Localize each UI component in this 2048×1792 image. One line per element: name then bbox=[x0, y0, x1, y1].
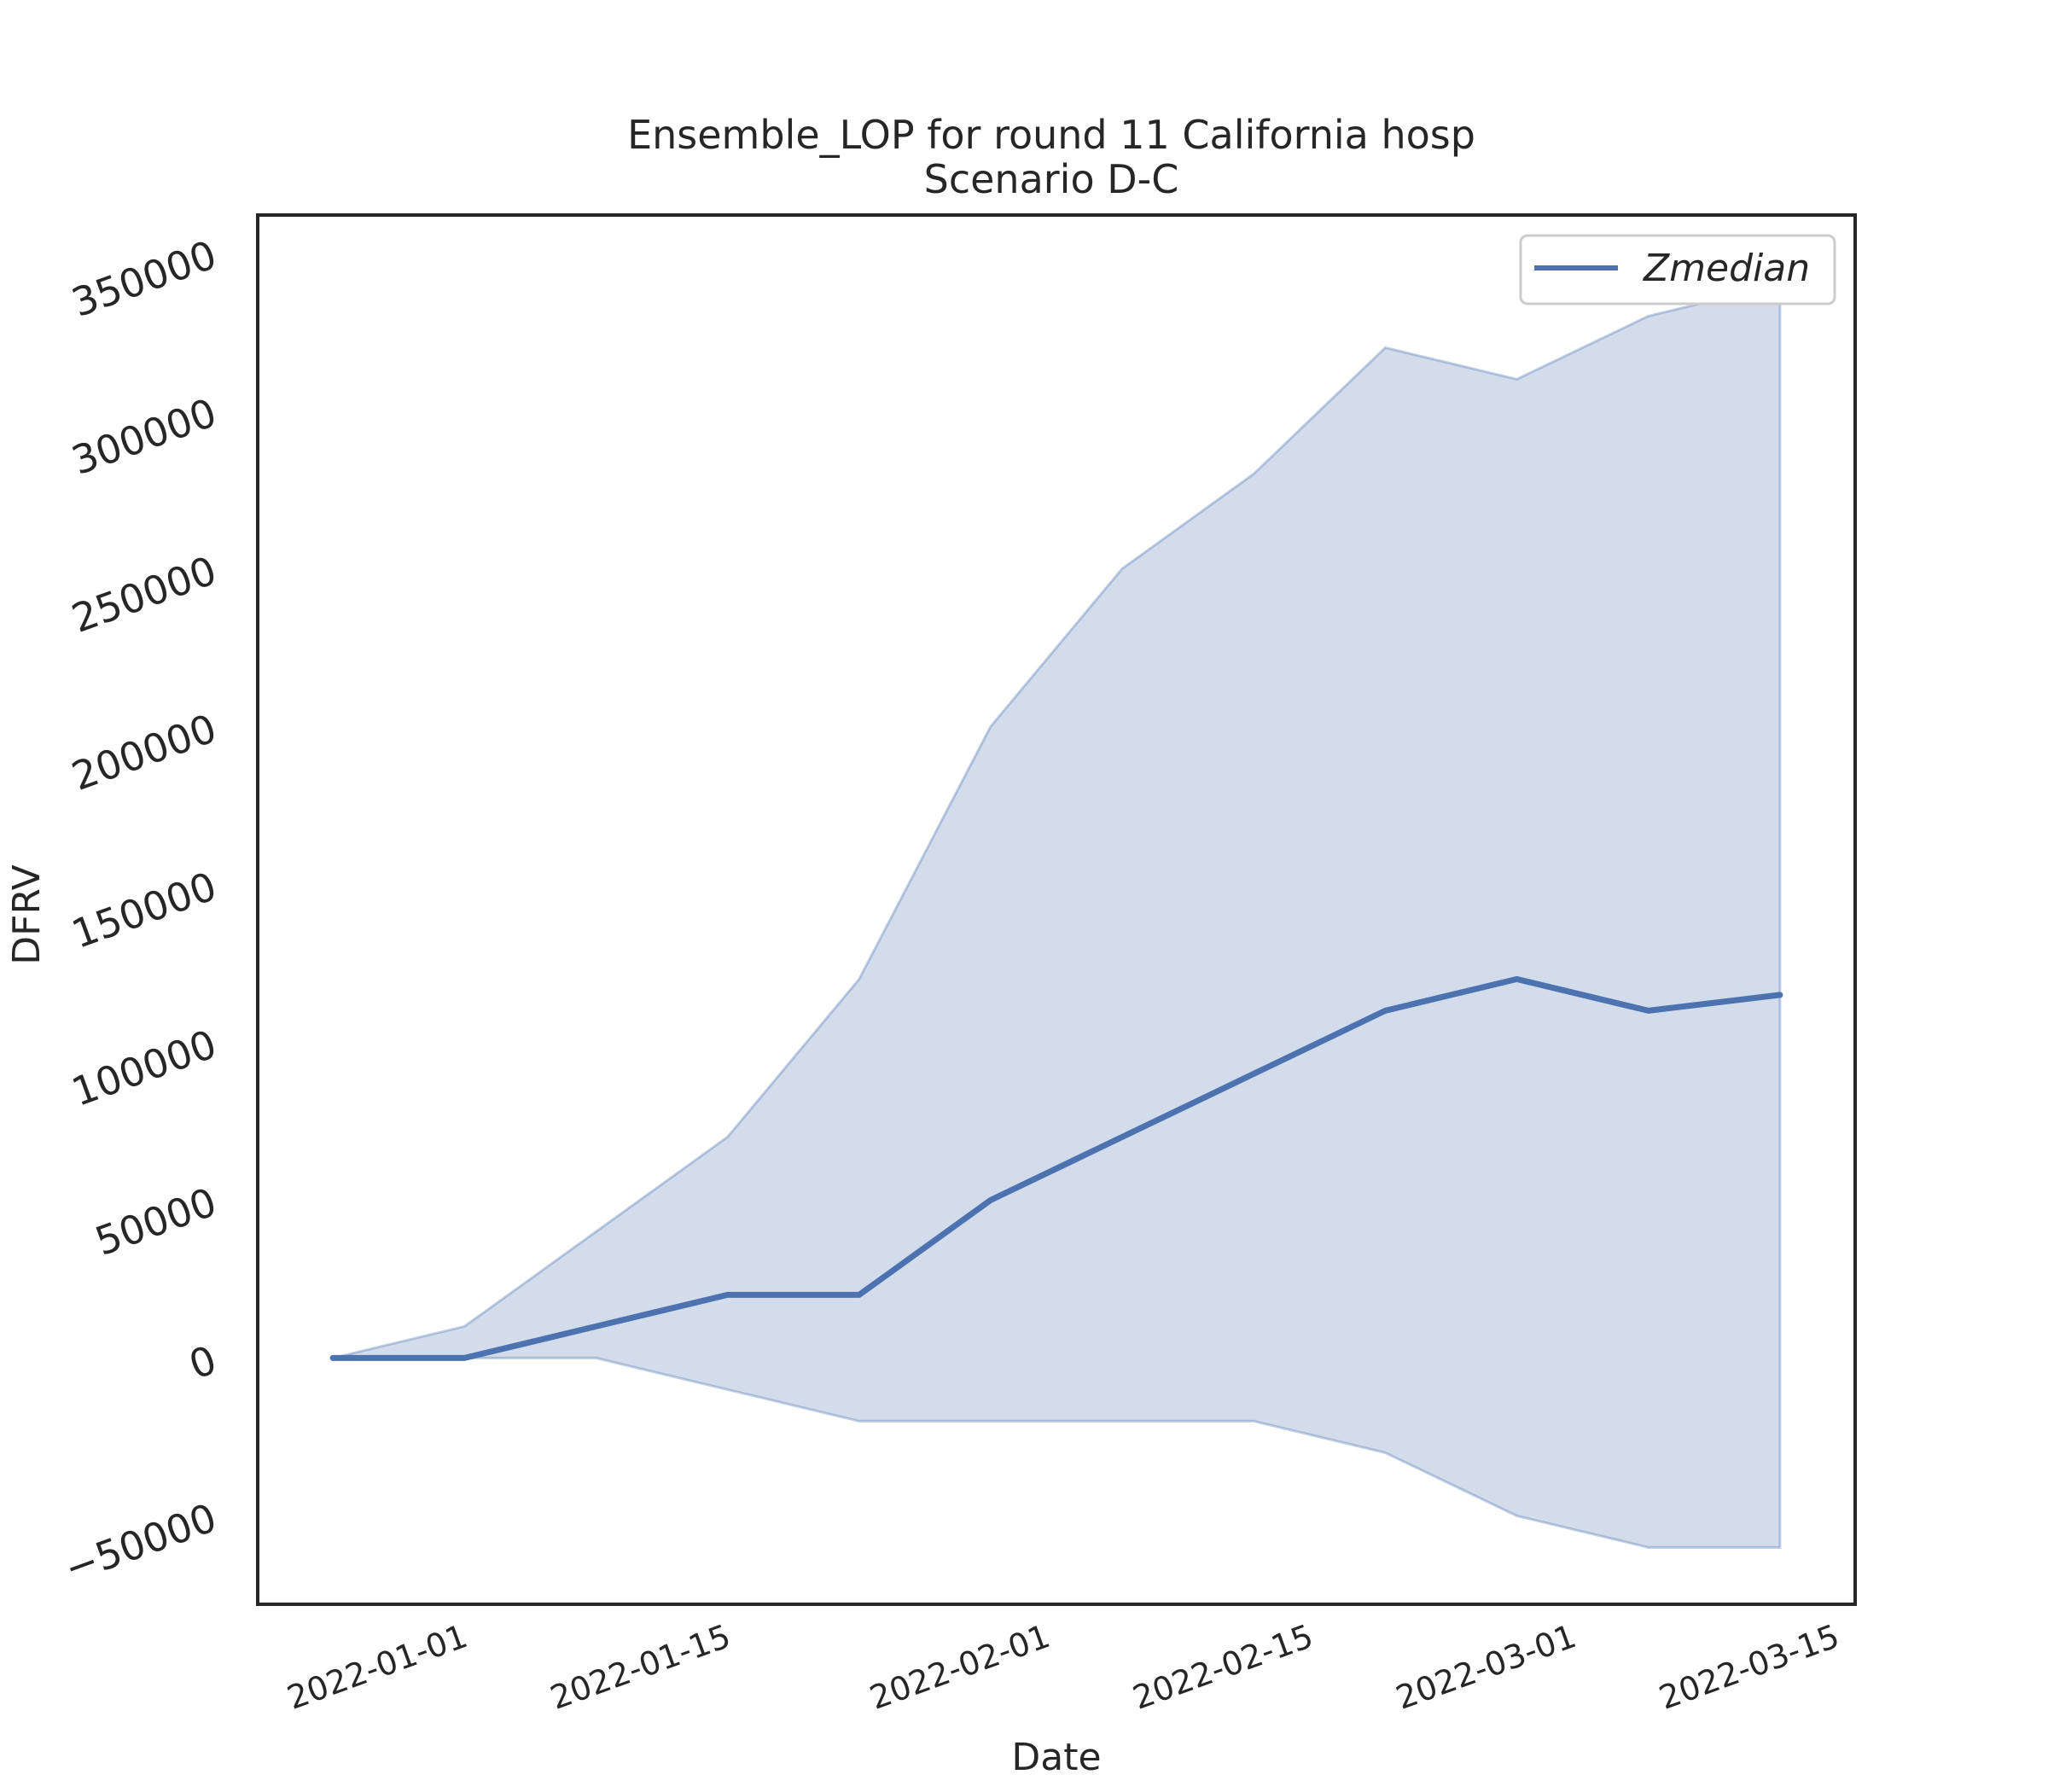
y-tick-label: 100000 bbox=[66, 1021, 222, 1115]
y-tick-label: 50000 bbox=[90, 1178, 223, 1265]
plot-area bbox=[329, 282, 1783, 1549]
series-line-zmedian bbox=[329, 975, 1783, 1361]
y-tick-label: 350000 bbox=[66, 231, 222, 326]
y-tick-label: 200000 bbox=[66, 705, 222, 800]
y-tick-label: −50000 bbox=[58, 1494, 222, 1591]
x-axis-label: Date bbox=[1011, 1736, 1101, 1779]
x-tick-label: 2022-03-01 bbox=[1391, 1617, 1581, 1717]
x-tick-label: 2022-02-15 bbox=[1128, 1617, 1318, 1717]
x-axis-ticks: 2022-01-01 2022-01-15 2022-02-01 2022-02-15… bbox=[282, 1617, 1844, 1717]
confidence-band bbox=[332, 282, 1782, 1549]
chart-subtitle: Scenario D-C bbox=[924, 156, 1179, 202]
y-axis-label: DFRV bbox=[5, 864, 49, 964]
x-tick-label: 2022-01-01 bbox=[282, 1617, 473, 1717]
legend: Zmedian bbox=[1519, 234, 1836, 305]
x-tick-label: 2022-02-01 bbox=[865, 1617, 1056, 1717]
chart-title: Ensemble_LOP for round 11 California hos… bbox=[627, 112, 1475, 158]
legend-box bbox=[1519, 234, 1836, 305]
legend-label-zmedian: Zmedian bbox=[1643, 247, 1810, 290]
x-tick-label: 2022-03-15 bbox=[1655, 1617, 1845, 1717]
axes-frame bbox=[256, 213, 1857, 1606]
y-tick-label: 300000 bbox=[66, 389, 222, 484]
y-tick-label: 0 bbox=[183, 1336, 223, 1388]
y-tick-label: 250000 bbox=[66, 547, 222, 642]
y-tick-label: 150000 bbox=[66, 863, 222, 957]
y-axis-ticks: −50000 0 50000 100000 150000 200000 250000 3000… bbox=[58, 231, 222, 1591]
x-tick-label: 2022-01-15 bbox=[545, 1617, 736, 1717]
